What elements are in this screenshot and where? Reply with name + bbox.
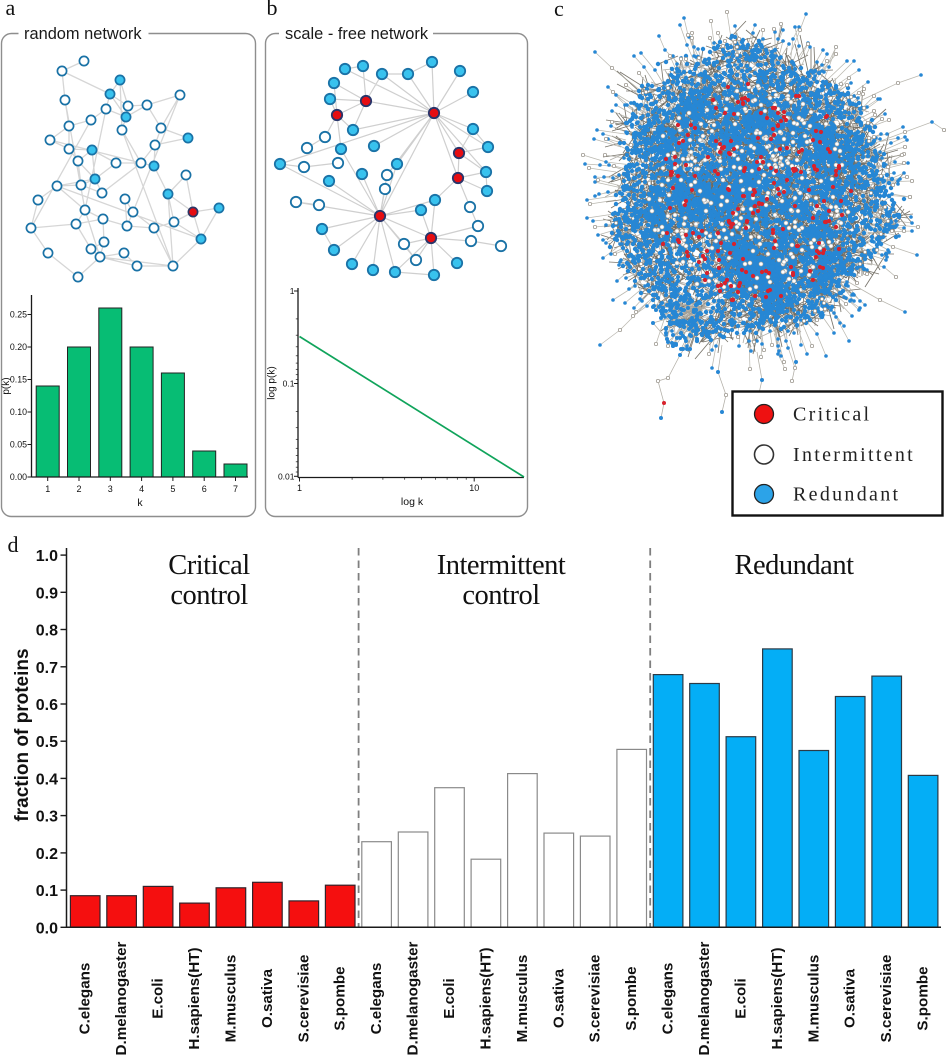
- svg-text:log p(k): log p(k): [267, 366, 278, 399]
- svg-text:0.1: 0.1: [283, 379, 295, 389]
- svg-text:4: 4: [139, 484, 144, 494]
- svg-text:0.01: 0.01: [278, 471, 295, 481]
- svg-text:0.15: 0.15: [10, 375, 27, 385]
- svg-text:7: 7: [233, 484, 238, 494]
- svg-text:10: 10: [469, 483, 479, 493]
- svg-text:1: 1: [45, 484, 50, 494]
- svg-text:5: 5: [170, 484, 175, 494]
- svg-text:k: k: [137, 497, 143, 509]
- svg-text:0.25: 0.25: [10, 310, 27, 320]
- svg-text:log k: log k: [401, 496, 424, 508]
- svg-text:2: 2: [76, 484, 81, 494]
- svg-text:1: 1: [297, 483, 302, 493]
- svg-text:3: 3: [108, 484, 113, 494]
- svg-text:1: 1: [290, 286, 295, 296]
- svg-text:p(k): p(k): [1, 377, 12, 394]
- svg-text:0.00: 0.00: [10, 472, 27, 482]
- svg-text:0.05: 0.05: [10, 440, 27, 450]
- svg-text:6: 6: [202, 484, 207, 494]
- svg-text:0.20: 0.20: [10, 342, 27, 352]
- svg-text:0.10: 0.10: [10, 407, 27, 417]
